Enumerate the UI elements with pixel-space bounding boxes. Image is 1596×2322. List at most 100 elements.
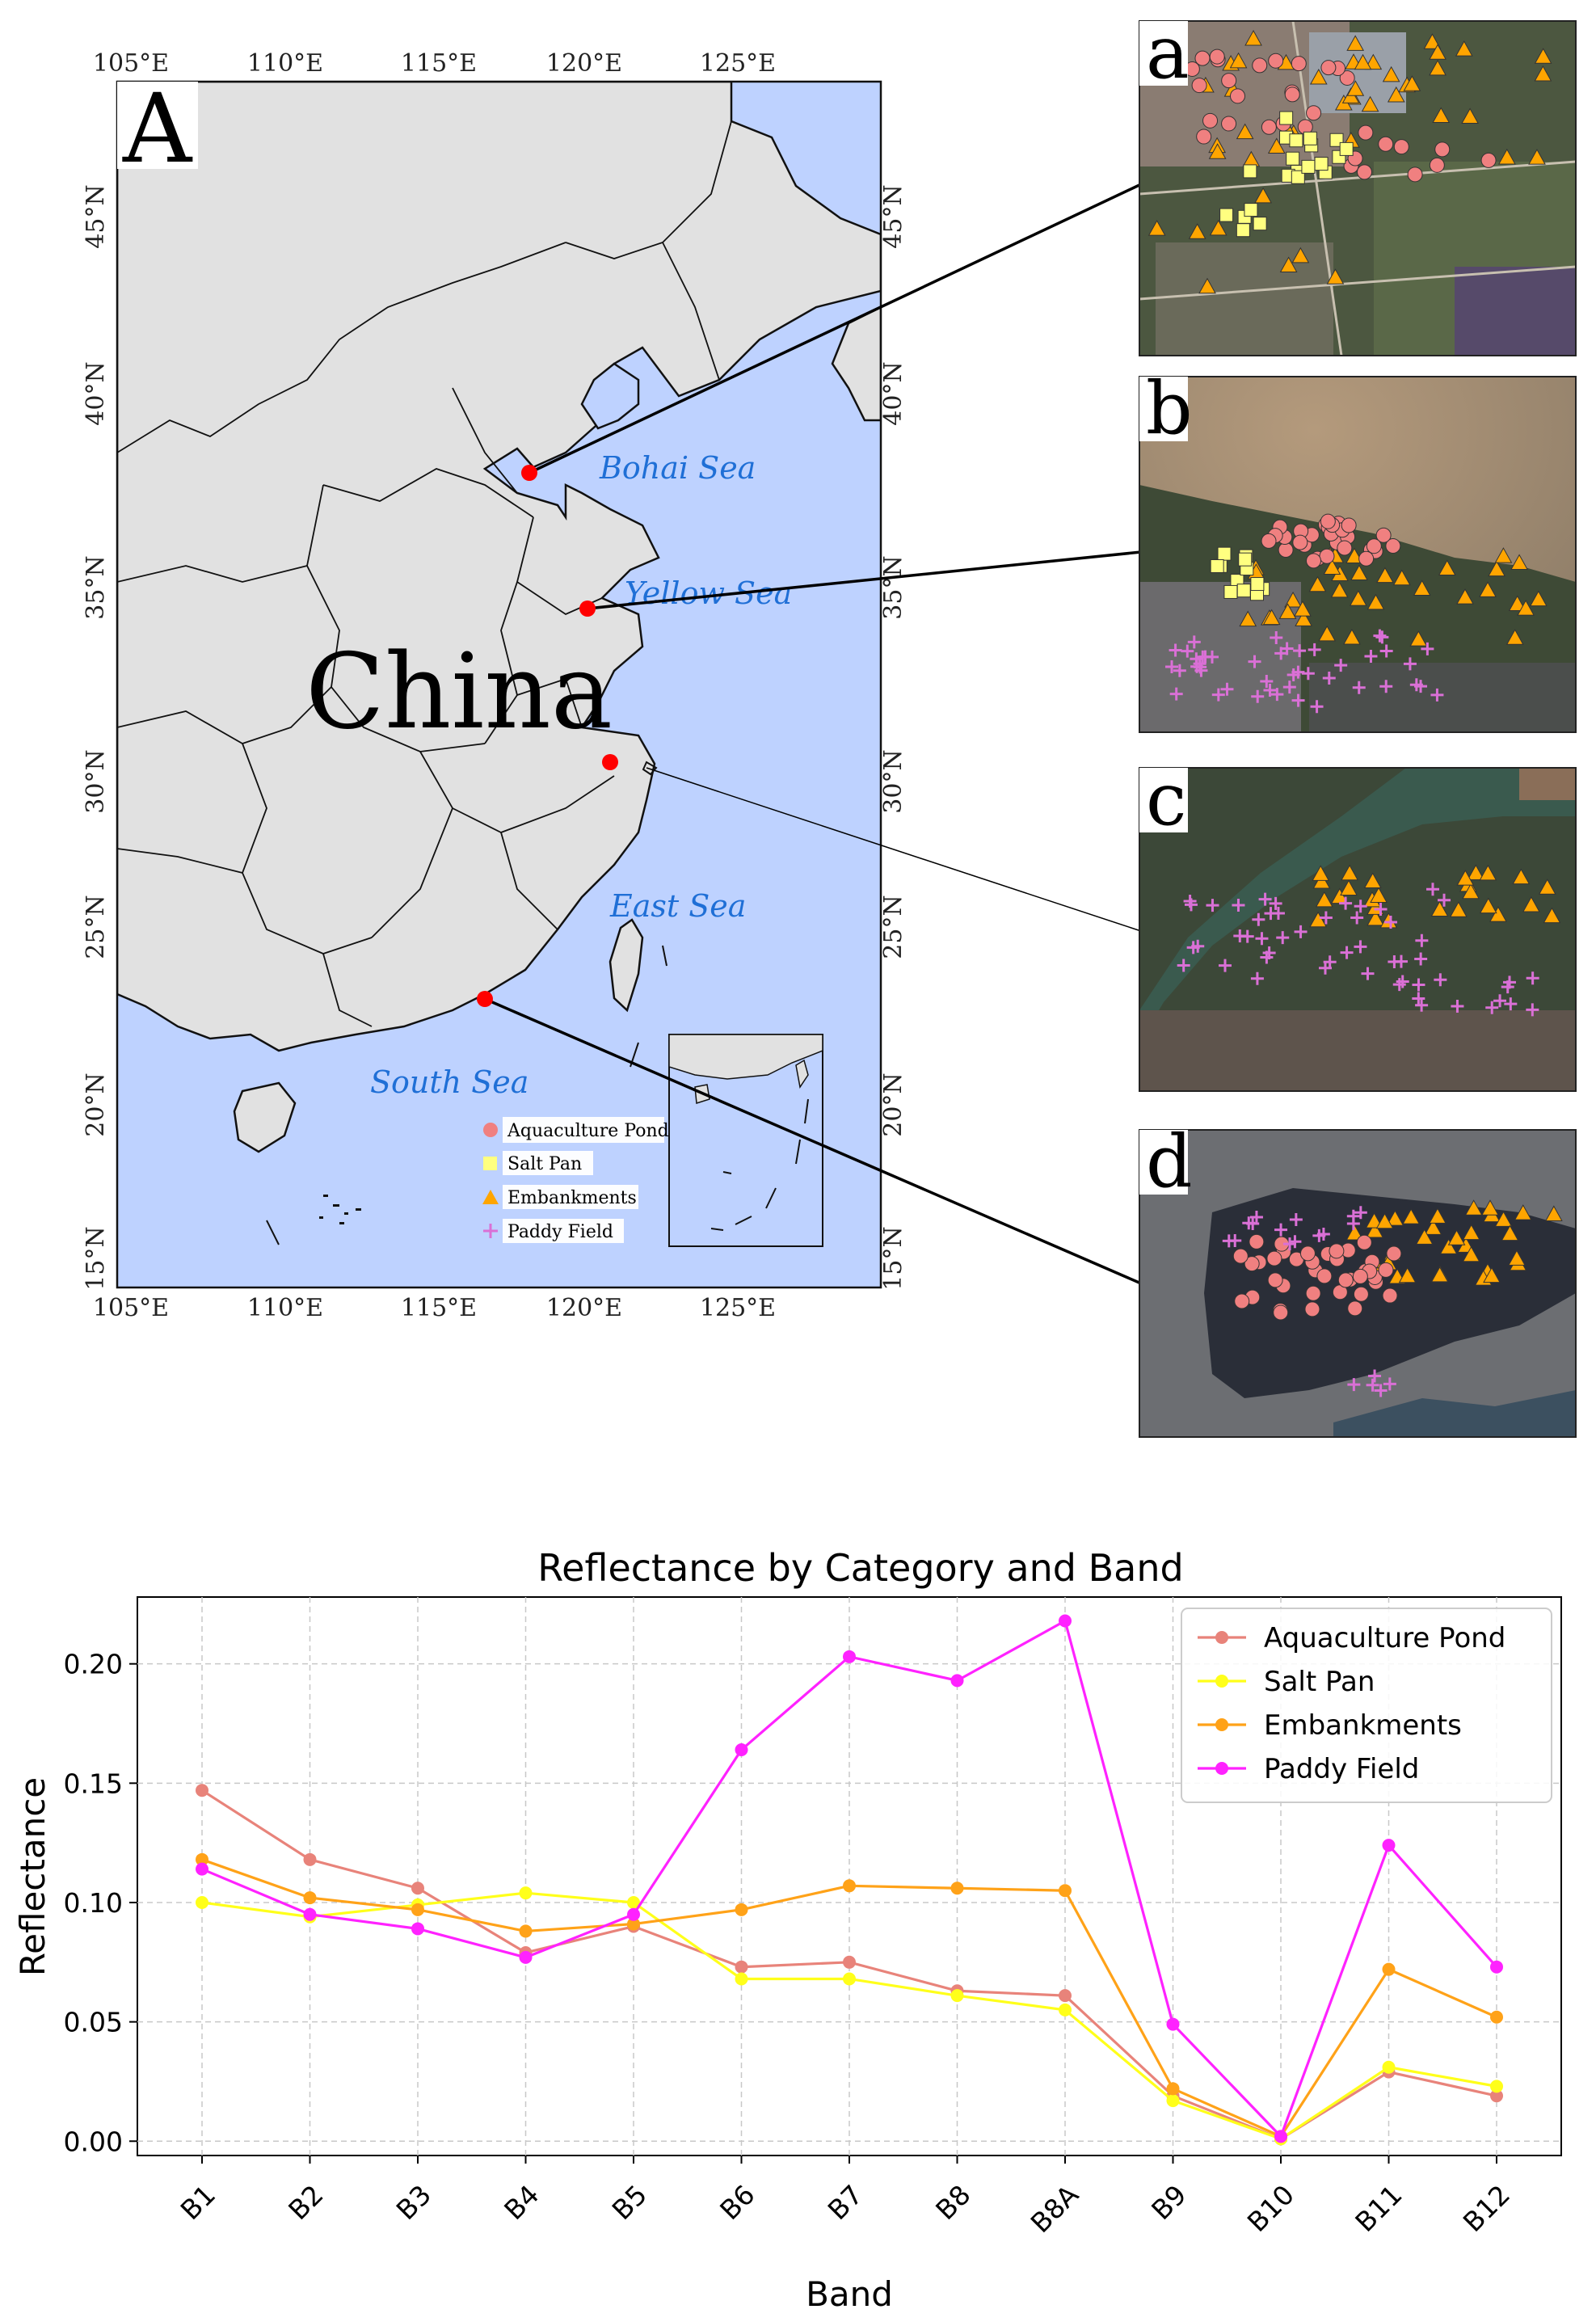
paddy-field-marker [1374, 1384, 1388, 1397]
aquaculture-pond-marker [1407, 166, 1423, 183]
lon-labels-bottom: 105°E 110°E 115°E 120°E 125°E [93, 1294, 776, 1322]
aquaculture-pond-marker [1353, 1286, 1369, 1302]
panel-label-box [117, 82, 198, 169]
x-axis-label: Band [806, 2274, 893, 2314]
embankments-marker [1379, 912, 1398, 929]
paddy-field-marker [1251, 689, 1265, 703]
embankments-marker [1330, 581, 1349, 598]
data-point [519, 1886, 533, 1900]
paddy-field-marker [1383, 1377, 1396, 1391]
aquaculture-pond-marker [1230, 88, 1246, 104]
aquaculture-pond-marker [1393, 139, 1409, 155]
lat-label: 40°N [879, 361, 907, 425]
embankments-marker [1462, 883, 1480, 900]
embankments-marker [1494, 1211, 1513, 1227]
lat-label: 30°N [879, 749, 907, 813]
data-point [411, 1922, 424, 1936]
data-point [627, 1907, 640, 1921]
y-tick-label: 0.10 [64, 1887, 123, 1919]
aquaculture-pond-marker [1306, 105, 1322, 121]
paddy-field-marker [1414, 952, 1428, 966]
paddy-field-marker [1258, 892, 1272, 906]
y-tick-label: 0.05 [64, 2007, 123, 2038]
paddy-field-marker [1350, 911, 1364, 925]
embankments-marker [1284, 592, 1302, 608]
aquaculture-pond-marker [1221, 73, 1237, 89]
embankments-marker [1354, 53, 1372, 70]
map-legend-label: Embankments [507, 1188, 637, 1208]
paddy-field-marker [1346, 1217, 1360, 1230]
panel-letter-box [1139, 1130, 1188, 1195]
site-marker [579, 601, 596, 617]
embankments-marker [1456, 588, 1474, 605]
embankments-marker [1366, 593, 1385, 610]
paddy-field-marker [1310, 700, 1324, 714]
embankments-marker [1376, 567, 1394, 584]
paddy-field-marker [1219, 959, 1232, 972]
paddy-field-marker [1504, 997, 1518, 1011]
aquaculture-pond-marker [1375, 527, 1392, 543]
satellite-panel-c: c [1139, 757, 1577, 1092]
aquaculture-pond-marker [1278, 542, 1294, 558]
embankments-marker [1494, 547, 1513, 563]
sea-label-south: South Sea [370, 1064, 528, 1100]
paddy-field-marker [1308, 643, 1321, 656]
lat-label: 45°N [82, 184, 110, 248]
salt-pan-marker [1301, 159, 1316, 174]
paddy-field-marker [1262, 946, 1276, 959]
x-tick-label: B6 [714, 2179, 760, 2226]
embankments-marker [1341, 864, 1358, 881]
aquaculture-pond-marker [1386, 1245, 1402, 1262]
paddy-field-marker [1286, 668, 1300, 681]
data-point [196, 1852, 208, 1866]
legend-label: Salt Pan [1264, 1666, 1375, 1698]
y-tick-label: 0.20 [64, 1649, 123, 1680]
panel-letter: b [1146, 366, 1193, 451]
salt-pan-marker [483, 1157, 497, 1170]
paddy-field-marker [1183, 895, 1197, 908]
map-legend-label: Aquaculture Pond [507, 1121, 669, 1141]
embankments-marker [1345, 547, 1363, 564]
aquaculture-pond-marker [1299, 1245, 1316, 1262]
embankments-marker [1528, 149, 1546, 165]
x-tick-label: B9 [1145, 2179, 1192, 2226]
paddy-field-marker [1361, 967, 1375, 980]
aquaculture-pond-marker [1292, 534, 1308, 550]
embankments-marker [1346, 35, 1365, 51]
paddy-field-marker [1274, 1223, 1288, 1237]
paddy-field-marker [1394, 955, 1408, 968]
paddy-field-marker [1425, 883, 1439, 896]
data-point [1059, 1989, 1072, 2003]
data-point [196, 1895, 208, 1909]
aquaculture-pond-marker [1305, 553, 1321, 569]
x-tick-label: B1 [175, 2179, 221, 2226]
aquaculture-pond-marker [1194, 50, 1211, 66]
paddy-field-marker [1438, 893, 1451, 907]
lat-label: 25°N [879, 895, 907, 959]
embankments-marker [1308, 575, 1327, 592]
data-point [303, 1852, 317, 1866]
legend-box [1181, 1608, 1552, 1803]
data-point [1059, 2003, 1072, 2016]
paddy-field-marker [1294, 925, 1308, 938]
aquaculture-pond-marker [1221, 116, 1237, 132]
paddy-field-marker [1276, 931, 1290, 945]
panel-letter-box [1139, 768, 1188, 832]
embankments-marker [1424, 1219, 1442, 1235]
panel-letter: c [1146, 757, 1186, 842]
satellite-panel-a: a [1139, 11, 1577, 356]
satellite-panel-d: d [1139, 1119, 1577, 1438]
legend-marker [1215, 1762, 1228, 1775]
x-axis: B1 B2 B3 B4 B5 B6 B7 B8 B8A B9 B10 B11 B12 [175, 2156, 1516, 2239]
aquaculture-pond-marker [1358, 124, 1374, 141]
paddy-field-marker [1269, 896, 1282, 910]
embankments-marker [1529, 590, 1548, 607]
data-point [843, 1879, 856, 1893]
embankments-marker [1534, 48, 1552, 64]
paddy-field-marker [1169, 643, 1182, 657]
data-point [519, 1924, 533, 1938]
map-panel: 105°E 110°E 115°E 120°E 125°E 105°E 110°… [82, 49, 1142, 1322]
sea-labels: Bohai Sea Yellow Sea East Sea South Sea [370, 450, 792, 1100]
embankments-marker [1449, 901, 1468, 917]
paddy-field-marker [1220, 682, 1234, 696]
